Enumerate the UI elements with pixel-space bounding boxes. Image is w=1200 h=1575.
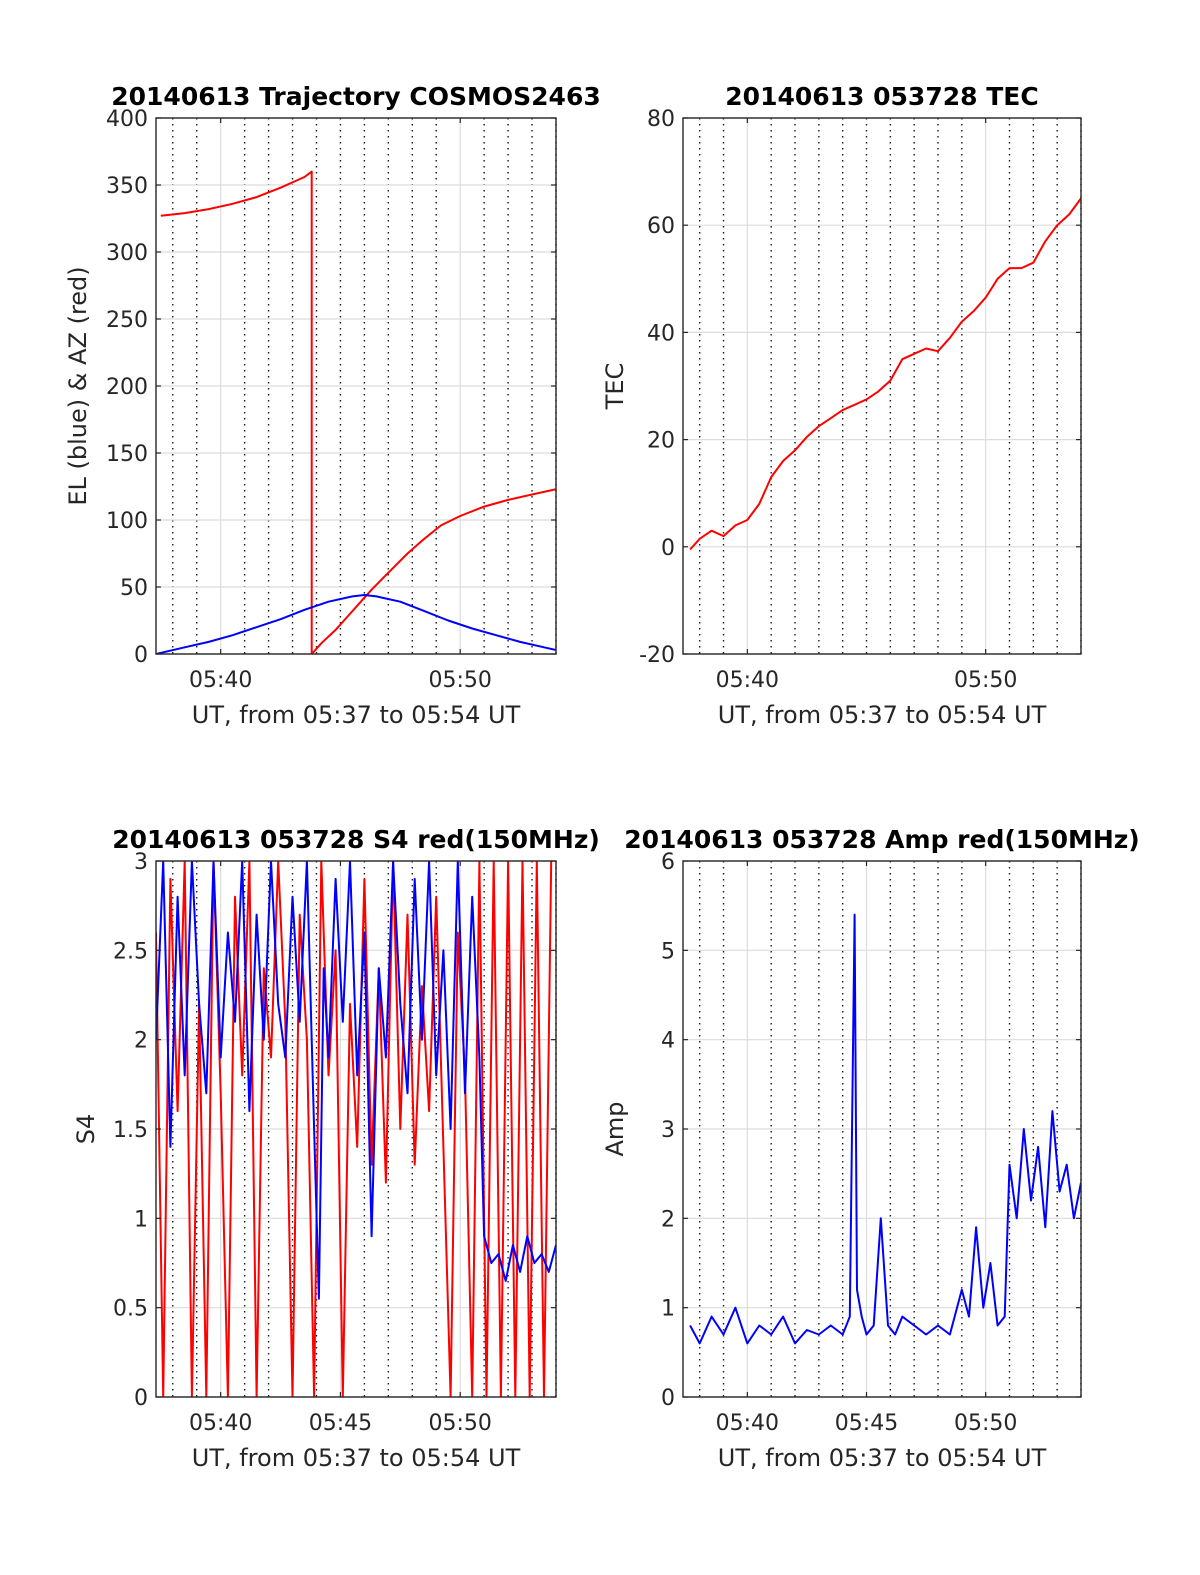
x-tick-label: 05:50 (428, 668, 491, 693)
y-tick-label: 1.5 (113, 1118, 148, 1143)
x-tick-label: 05:40 (716, 1411, 779, 1436)
series-line-tec (689, 197, 1081, 551)
y-tick-label: 0 (661, 536, 675, 561)
y-tick-label: 40 (647, 321, 675, 346)
x-tick-label: 05:50 (954, 668, 1017, 693)
series-line-s4-blue (156, 861, 556, 1300)
y-tick-label: 0 (134, 1386, 148, 1411)
x-tick-label: 05:40 (189, 668, 252, 693)
x-tick-label: 05:50 (954, 1411, 1017, 1436)
y-tick-label: 1 (134, 1207, 148, 1232)
plot-area (683, 118, 1081, 654)
y-tick-label: 5 (661, 939, 675, 964)
y-tick-label: 1 (661, 1297, 675, 1322)
y-tick-label: 300 (106, 241, 148, 266)
chart-title: 20140613 053728 S4 red(150MHz) (112, 825, 600, 854)
x-tick-label: 05:45 (309, 1411, 372, 1436)
x-tick-label: 05:40 (189, 1411, 252, 1436)
chart-title: 20140613 053728 Amp red(150MHz) (624, 825, 1140, 854)
y-tick-label: 80 (647, 107, 675, 132)
y-tick-label: 400 (106, 107, 148, 132)
chart-amp: 0 1 2 3 4 5 6 05:40 05:45 05:50 20140613 053728 Am… (601, 825, 1140, 1472)
chart-trajectory: 0 50 100 150 200 250 300 350 400 05:40 05:50 201406… (64, 82, 601, 729)
y-tick-label: 150 (106, 442, 148, 467)
x-axis-label: UT, from 05:37 to 05:54 UT (718, 701, 1047, 729)
y-tick-label: 200 (106, 375, 148, 400)
y-tick-label: 0.5 (113, 1297, 148, 1322)
x-tick-label: 05:45 (835, 1411, 898, 1436)
y-tick-label: 3 (661, 1118, 675, 1143)
y-tick-label: 350 (106, 174, 148, 199)
chart-title: 20140613 Trajectory COSMOS2463 (111, 82, 601, 111)
y-tick-label: 3 (134, 850, 148, 875)
y-tick-label: 50 (120, 576, 148, 601)
chart-tec: -20 0 20 40 60 80 05:40 05:50 20140613 053728 TE… (601, 82, 1082, 729)
y-axis-label: EL (blue) & AZ (red) (64, 266, 92, 505)
y-tick-label: -20 (639, 643, 675, 668)
series-line-el (156, 594, 556, 654)
x-axis-label: UT, from 05:37 to 05:54 UT (718, 1444, 1047, 1472)
series-line-s4-red (156, 861, 553, 1397)
y-tick-label: 60 (647, 214, 675, 239)
series-line-amp (689, 913, 1081, 1345)
y-tick-label: 20 (647, 429, 675, 454)
x-tick-label: 05:40 (716, 668, 779, 693)
chart-s4: 0 0.5 1 1.5 2 2.5 3 05:40 05:45 05:50 20140613 053… (72, 825, 600, 1472)
y-tick-label: 2 (661, 1207, 675, 1232)
x-tick-label: 05:50 (428, 1411, 491, 1436)
y-tick-label: 6 (661, 850, 675, 875)
y-tick-label: 2 (134, 1029, 148, 1054)
y-tick-label: 100 (106, 509, 148, 534)
x-axis-label: UT, from 05:37 to 05:54 UT (192, 1444, 521, 1472)
y-tick-label: 0 (661, 1386, 675, 1411)
y-tick-label: 4 (661, 1029, 675, 1054)
y-axis-label: S4 (72, 1114, 100, 1145)
y-axis-label: Amp (601, 1101, 629, 1156)
y-tick-label: 250 (106, 308, 148, 333)
y-axis-label: TEC (601, 363, 629, 411)
series-line-az (160, 170, 556, 654)
y-tick-label: 2.5 (113, 939, 148, 964)
axes-box (682, 117, 1082, 655)
y-tick-label: 0 (134, 643, 148, 668)
chart-title: 20140613 053728 TEC (725, 82, 1038, 111)
x-axis-label: UT, from 05:37 to 05:54 UT (192, 701, 521, 729)
